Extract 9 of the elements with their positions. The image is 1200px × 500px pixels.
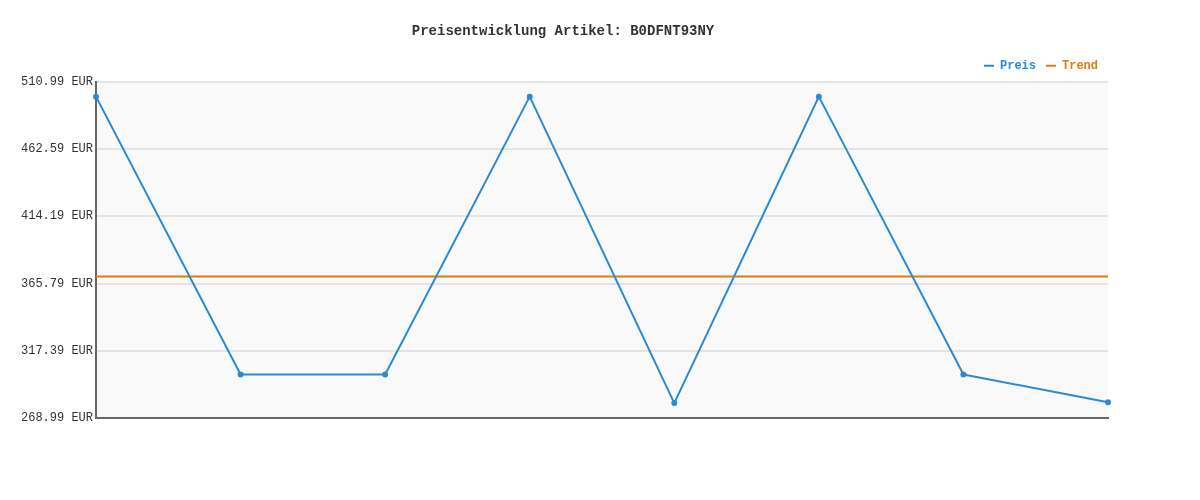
- y-tick-label: 365.79 EUR: [21, 276, 94, 291]
- chart-title: Preisentwicklung Artikel: B0DFNT93NY: [411, 22, 715, 39]
- y-tick-label: 462.59 EUR: [21, 142, 94, 157]
- legend-label: Trend: [1061, 58, 1099, 73]
- y-tick-label: 510.99 EUR: [21, 74, 94, 89]
- y-tick-label: 317.39 EUR: [21, 343, 94, 358]
- y-tick-label: 268.99 EUR: [21, 411, 94, 426]
- y-tick-label: 414.19 EUR: [21, 209, 94, 224]
- legend-label: Preis: [999, 58, 1036, 73]
